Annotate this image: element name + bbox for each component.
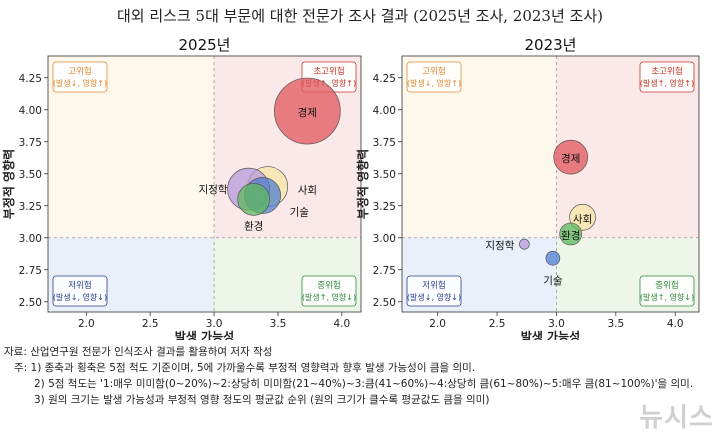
quadrant-name-super_risk: 초고위험 bbox=[313, 67, 344, 77]
bubble-기술 bbox=[545, 250, 561, 266]
x-tick-label: 2.5 bbox=[142, 318, 159, 330]
bubble-label-기술: 기술 bbox=[290, 207, 310, 219]
y-tick-label: 3.75 bbox=[373, 137, 396, 149]
quadrant-box-high_impact bbox=[406, 61, 462, 93]
bubble-label-경제: 경제 bbox=[298, 106, 317, 119]
notes: 자료: 산업연구원 전문가 인식조사 결과를 활용하여 저자 작성 주: 1) … bbox=[4, 344, 716, 408]
quadrant-box-mid_risk bbox=[301, 275, 357, 307]
chart-panel-2: 고위험(발생↓, 영향↑) 초고위험(발생↑, 영향↑) 저위험(발생↓, 영향↓)… bbox=[355, 36, 700, 340]
y-tick-label: 2.75 bbox=[373, 265, 396, 277]
figure-title: 대외 리스크 5대 부문에 대한 전문가 조사 결과 (2025년 조사, 20… bbox=[116, 7, 603, 25]
bubble-label-환경: 환경 bbox=[561, 229, 580, 242]
bubble-환경 bbox=[237, 183, 271, 216]
y-tick-label: 3.25 bbox=[19, 201, 42, 213]
quadrant-box-low_risk bbox=[52, 275, 108, 307]
quadrant-name-low_risk: 저위험 bbox=[68, 281, 91, 291]
quadrant-name-mid_risk: 중위험 bbox=[655, 281, 678, 291]
plot-frame bbox=[401, 55, 700, 313]
y-tick-label: 2.75 bbox=[19, 265, 42, 277]
plot-frame bbox=[47, 55, 362, 313]
quadrant-sub-high_impact: (발생↓, 영향↑) bbox=[407, 78, 461, 88]
quadrant-box-super_risk bbox=[639, 61, 695, 93]
y-tick-label: 4.00 bbox=[373, 105, 396, 117]
quadrant-name-low_risk: 저위험 bbox=[422, 281, 445, 291]
charts-svg: 고위험(발생↓, 영향↑)초고위험(발생↑, 영향↑)저위험(발생↓, 영향↓)… bbox=[1, 36, 700, 340]
y-axis-label: 부정적 영향력 bbox=[1, 149, 16, 219]
quadrant-sub-low_risk: (발생↓, 영향↓) bbox=[407, 292, 461, 302]
x-tick-label: 2.0 bbox=[78, 318, 95, 330]
quadrant-box-mid_risk bbox=[639, 275, 695, 307]
bubble-환경 bbox=[559, 222, 583, 246]
quadrant-sub-super_risk: (발생↑, 영향↑) bbox=[302, 78, 356, 88]
bubble-label-지정학: 지정학 bbox=[199, 184, 228, 196]
y-tick-label: 3.50 bbox=[373, 169, 396, 181]
y-axis-label: 부정적 영향력 bbox=[355, 149, 370, 219]
note-2: 2) 5점 척도는 '1:매우 미미함(0~20%)~2:상당히 미미함(21~… bbox=[34, 378, 694, 390]
quadrant-sub-mid_risk: (발생↑, 영향↓) bbox=[640, 292, 694, 302]
x-tick-label: 2.0 bbox=[429, 318, 446, 330]
x-axis-label: 발생 가능성 bbox=[521, 329, 580, 340]
bubble-경제 bbox=[553, 139, 589, 175]
quadrant-name-mid_risk: 중위험 bbox=[317, 281, 340, 291]
y-tick-label: 3.00 bbox=[19, 233, 42, 245]
bubble-지정학 bbox=[519, 238, 530, 250]
quadrant-sub-super_risk: (발생↑, 영향↑) bbox=[640, 78, 694, 88]
x-tick-label: 2.5 bbox=[489, 318, 506, 330]
quadrant-name-super_risk: 초고위험 bbox=[651, 67, 682, 77]
x-tick-label: 3.0 bbox=[548, 318, 565, 330]
y-tick-label: 4.00 bbox=[19, 105, 42, 117]
y-tick-label: 3.75 bbox=[19, 137, 42, 149]
y-tick-label: 2.50 bbox=[19, 297, 42, 309]
chart-panel-1: 고위험(발생↓, 영향↑) 초고위험(발생↑, 영향↑) 저위험(발생↓, 영향↓)… bbox=[1, 36, 362, 340]
quadrant-sub-low_risk: (발생↓, 영향↓) bbox=[53, 292, 107, 302]
y-tick-label: 4.25 bbox=[19, 73, 42, 85]
x-tick-label: 4.0 bbox=[333, 318, 350, 330]
x-tick-label: 3.0 bbox=[206, 318, 223, 330]
bubble-label-지정학: 지정학 bbox=[485, 240, 514, 252]
chart-title: 2025년 bbox=[179, 36, 231, 54]
x-tick-label: 3.5 bbox=[607, 318, 624, 330]
y-tick-label: 2.50 bbox=[373, 297, 396, 309]
quadrant-name-high_impact: 고위험 bbox=[68, 67, 91, 77]
y-tick-label: 4.25 bbox=[373, 73, 396, 85]
watermark: 뉴시스 bbox=[639, 403, 714, 433]
x-tick-label: 4.0 bbox=[667, 318, 684, 330]
quadrant-sub-mid_risk: (발생↑, 영향↓) bbox=[302, 292, 356, 302]
bubble-label-환경: 환경 bbox=[244, 219, 263, 232]
x-axis-label: 발생 가능성 bbox=[175, 329, 234, 340]
note-1: 주: 1) 종축과 횡축은 5점 척도 기준이며, 5에 가까울수록 부정적 영… bbox=[14, 362, 476, 374]
quadrant-name-high_impact: 고위험 bbox=[422, 67, 445, 77]
quadrant-box-low_risk bbox=[406, 275, 462, 307]
y-tick-label: 3.50 bbox=[19, 169, 42, 181]
bubble-label-사회: 사회 bbox=[298, 185, 317, 197]
bubble-경제 bbox=[273, 77, 341, 145]
quadrant-sub-high_impact: (발생↓, 영향↑) bbox=[53, 78, 107, 88]
bubble-label-사회: 사회 bbox=[573, 213, 592, 225]
note-3: 3) 원의 크기는 발생 가능성과 부정적 영향 정도의 평균값 순위 (원의 … bbox=[34, 394, 490, 406]
y-tick-label: 3.25 bbox=[373, 201, 396, 213]
chart-title: 2023년 bbox=[525, 36, 577, 54]
source-note: 자료: 산업연구원 전문가 인식조사 결과를 활용하여 저자 작성 bbox=[4, 346, 273, 358]
x-tick-label: 3.5 bbox=[270, 318, 287, 330]
quadrant-box-high_impact bbox=[52, 61, 108, 93]
y-tick-label: 3.00 bbox=[373, 233, 396, 245]
bubble-사회 bbox=[569, 203, 596, 231]
bubble-label-경제: 경제 bbox=[561, 152, 580, 165]
bubble-label-기술: 기술 bbox=[543, 275, 563, 287]
